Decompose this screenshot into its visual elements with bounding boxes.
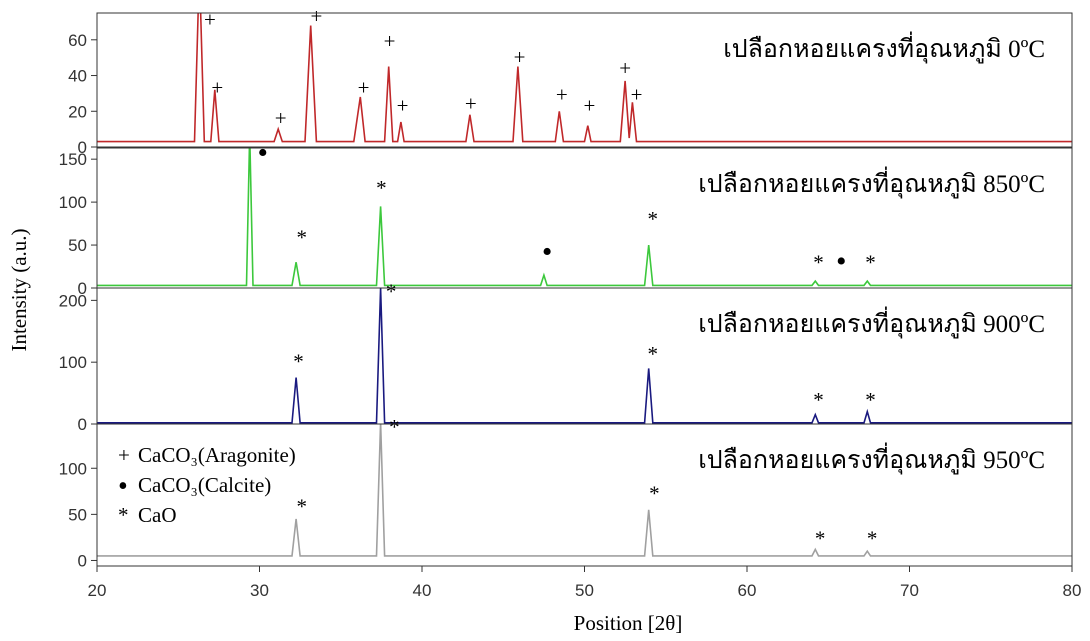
peak-marker: * bbox=[386, 280, 397, 304]
peak-marker: * bbox=[297, 226, 308, 250]
y-tick-label: 40 bbox=[68, 67, 87, 86]
peak-marker: * bbox=[648, 207, 659, 231]
y-tick-label: 0 bbox=[78, 138, 87, 157]
x-tick-label: 60 bbox=[738, 581, 757, 600]
legend-symbol: * bbox=[118, 503, 129, 527]
panel-frame bbox=[96, 12, 1073, 148]
peak-marker: * bbox=[649, 481, 660, 505]
peak-marker: + bbox=[631, 83, 643, 107]
y-tick-label: 200 bbox=[59, 291, 87, 310]
peak-marker: + bbox=[619, 56, 631, 80]
pattern-line bbox=[97, 288, 1072, 424]
legend-label: CaCO₃(Aragonite) bbox=[138, 443, 296, 467]
peak-marker: + bbox=[310, 4, 322, 28]
legend-symbol: + bbox=[118, 443, 130, 467]
y-tick-label: 100 bbox=[59, 459, 87, 478]
peak-marker: * bbox=[376, 176, 387, 200]
x-axis-label: Position [2θ] bbox=[574, 611, 683, 635]
pattern-line bbox=[97, 148, 1072, 287]
legend-symbol: • bbox=[118, 471, 128, 502]
peak-marker: * bbox=[813, 251, 824, 275]
peak-marker: + bbox=[583, 93, 595, 117]
panel-title: เปลือกหอยแครงที่อุณหภูมิ 850ºC bbox=[698, 166, 1045, 199]
legend-label: CaO bbox=[138, 503, 177, 527]
y-tick-label: 0 bbox=[78, 279, 87, 298]
y-tick-label: 60 bbox=[68, 31, 87, 50]
peak-marker: * bbox=[648, 342, 659, 366]
peak-marker: • bbox=[257, 137, 268, 170]
x-tick-label: 30 bbox=[250, 581, 269, 600]
panel-title: เปลือกหอยแครงที่อุณหภูมิ 950ºC bbox=[698, 442, 1045, 475]
x-tick-label: 80 bbox=[1063, 581, 1082, 600]
y-tick-label: 100 bbox=[59, 193, 87, 212]
peak-marker: + bbox=[556, 83, 568, 107]
x-tick-label: 20 bbox=[88, 581, 107, 600]
y-tick-label: 50 bbox=[68, 236, 87, 255]
peak-marker: * bbox=[865, 388, 876, 412]
peak-marker: * bbox=[813, 388, 824, 412]
x-tick-label: 70 bbox=[900, 581, 919, 600]
peak-marker: + bbox=[211, 75, 223, 99]
pattern-line bbox=[97, 424, 1072, 557]
y-tick-label: 50 bbox=[68, 505, 87, 524]
peak-marker: + bbox=[397, 93, 409, 117]
panel-title: เปลือกหอยแครงที่อุณหภูมิ 0ºC bbox=[723, 31, 1045, 64]
y-tick-label: 0 bbox=[78, 551, 87, 570]
peak-marker: * bbox=[815, 527, 826, 551]
peak-marker: + bbox=[465, 92, 477, 116]
peak-marker: • bbox=[542, 235, 553, 268]
x-tick-label: 40 bbox=[413, 581, 432, 600]
peak-marker: * bbox=[297, 494, 308, 518]
peak-marker: * bbox=[389, 415, 400, 439]
peak-marker: * bbox=[867, 527, 878, 551]
peak-marker: * bbox=[293, 349, 304, 373]
panel-frame bbox=[96, 287, 1073, 425]
y-tick-label: 150 bbox=[59, 150, 87, 169]
peak-marker: + bbox=[514, 45, 526, 69]
peak-marker: * bbox=[865, 251, 876, 275]
peak-marker: + bbox=[275, 106, 287, 130]
peak-marker: + bbox=[358, 75, 370, 99]
peak-marker: • bbox=[836, 245, 847, 278]
pattern-line bbox=[97, 13, 1072, 143]
panel-frame bbox=[96, 147, 1073, 289]
y-tick-label: 100 bbox=[59, 353, 87, 372]
peak-marker: + bbox=[204, 8, 216, 32]
y-axis-label: Intensity (a.u.) bbox=[7, 228, 31, 351]
legend-label: CaCO₃(Calcite) bbox=[138, 473, 271, 497]
x-tick-label: 50 bbox=[575, 581, 594, 600]
y-tick-label: 0 bbox=[78, 415, 87, 434]
y-tick-label: 20 bbox=[68, 102, 87, 121]
panel-title: เปลือกหอยแครงที่อุณหภูมิ 900ºC bbox=[698, 306, 1045, 339]
peak-marker: + bbox=[384, 29, 396, 53]
